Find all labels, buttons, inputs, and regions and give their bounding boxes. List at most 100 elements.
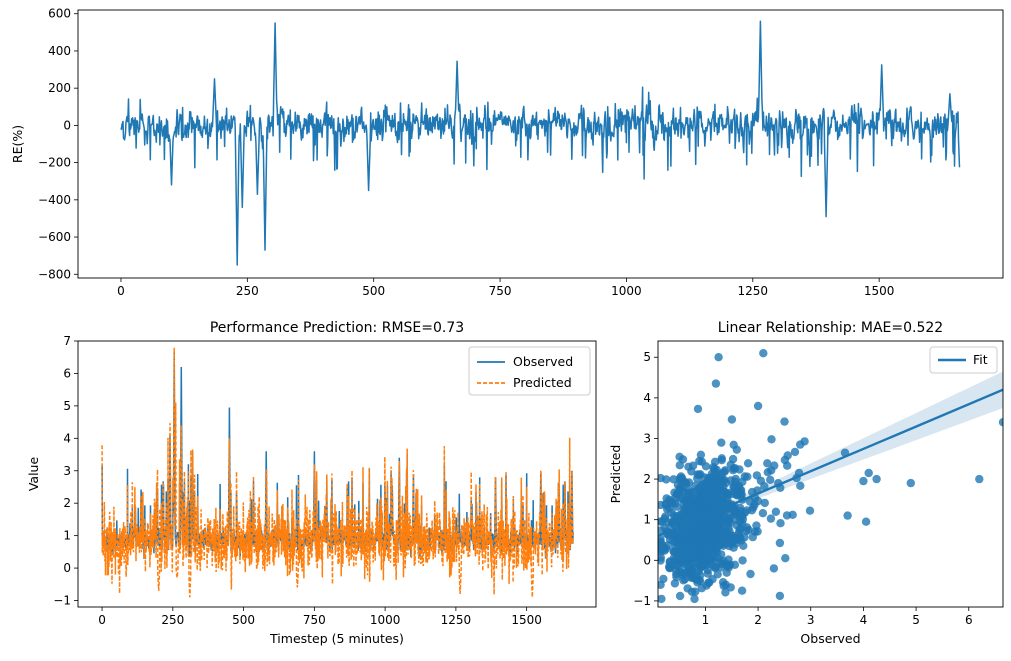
linear-chart-ytick-label: −1 bbox=[633, 594, 651, 608]
scatter-point bbox=[748, 532, 757, 542]
scatter-point bbox=[771, 507, 781, 516]
scatter-point bbox=[672, 570, 681, 579]
scatter-point bbox=[727, 415, 737, 424]
scatter-point bbox=[766, 475, 775, 484]
scatter-point bbox=[697, 584, 706, 593]
re-chart-ytick-label: −200 bbox=[38, 156, 71, 170]
scatter-point bbox=[713, 530, 722, 539]
re-chart-frame bbox=[77, 9, 1004, 279]
scatter-point bbox=[744, 525, 753, 535]
re-chart-ytick-label: 600 bbox=[48, 7, 71, 21]
scatter-point bbox=[694, 484, 703, 493]
scatter-point bbox=[760, 498, 769, 508]
scatter-point bbox=[758, 509, 768, 518]
scatter-point bbox=[658, 556, 665, 565]
linear-chart-xtick-label: 6 bbox=[965, 613, 973, 627]
scatter-point bbox=[711, 379, 721, 388]
scatter-point bbox=[713, 542, 723, 551]
linear-chart-ytick-label: 3 bbox=[643, 431, 651, 445]
performance-chart-xtick-label: 1500 bbox=[511, 613, 542, 627]
scatter-point bbox=[728, 454, 738, 464]
scatter-point bbox=[738, 556, 747, 565]
legend-observed-label: Observed bbox=[513, 354, 573, 369]
scatter-point bbox=[906, 478, 915, 488]
linear-chart-ytick-label: 0 bbox=[643, 553, 651, 567]
re-chart-ytick-label: 0 bbox=[63, 118, 71, 132]
scatter-point bbox=[707, 469, 716, 478]
scatter-point bbox=[776, 519, 785, 528]
scatter-point bbox=[732, 521, 741, 530]
re-chart-xtick-label: 1000 bbox=[611, 284, 642, 298]
scatter-point bbox=[693, 578, 702, 587]
scatter-point bbox=[724, 514, 734, 523]
linear-chart-xtick-label: 4 bbox=[860, 613, 868, 627]
linear-chart: 1 2 3 4 5 6 −1 0 1 2 3 4 5 Linear Relationship: MAE=… bbox=[608, 320, 1004, 646]
performance-chart-ytick-label: 3 bbox=[63, 464, 71, 478]
scatter-point bbox=[680, 496, 690, 505]
performance-chart-xtick-label: 1000 bbox=[370, 613, 401, 627]
scatter-point bbox=[685, 560, 694, 570]
scatter-point bbox=[722, 568, 731, 577]
scatter-point bbox=[796, 440, 805, 449]
linear-chart-ytick-label: 1 bbox=[643, 513, 651, 527]
scatter-point bbox=[714, 353, 723, 362]
scatter-point bbox=[662, 494, 671, 503]
scatter-point bbox=[676, 472, 686, 481]
re-chart-ytick-label: −600 bbox=[38, 230, 71, 244]
performance-chart-frame bbox=[77, 340, 597, 608]
performance-legend: Observed Predicted bbox=[468, 346, 591, 396]
scatter-point bbox=[720, 488, 730, 497]
performance-chart-ytick-label: 4 bbox=[63, 431, 71, 445]
scatter-point bbox=[695, 547, 704, 556]
scatter-point bbox=[702, 534, 712, 544]
scatter-point bbox=[743, 459, 753, 468]
performance-chart-xtick-label: 1250 bbox=[441, 613, 472, 627]
scatter-point bbox=[783, 451, 792, 460]
scatter-point bbox=[781, 554, 790, 563]
scatter-point bbox=[660, 523, 670, 533]
scatter-point bbox=[713, 553, 722, 562]
linear-chart-ylabel: Predicted bbox=[608, 445, 623, 504]
re-chart-xtick-label: 250 bbox=[236, 284, 259, 298]
re-chart-ylabel: RE(%) bbox=[10, 125, 25, 163]
linear-chart-ytick-label: 2 bbox=[643, 472, 651, 486]
scatter-point bbox=[692, 558, 702, 567]
scatter-point bbox=[731, 508, 740, 517]
scatter-point bbox=[783, 461, 792, 470]
legend-fit-label: Fit bbox=[973, 352, 988, 367]
performance-chart-ytick-label: 7 bbox=[63, 334, 71, 348]
scatter-point bbox=[752, 521, 761, 530]
re-chart-ytick-label: 400 bbox=[48, 44, 71, 58]
performance-chart: 0 250 500 750 1000 1250 1500 −1 0 1 2 3 4 5 6 7 Perform… bbox=[26, 320, 597, 646]
scatter-point bbox=[685, 488, 694, 497]
scatter-point bbox=[697, 504, 706, 514]
linear-chart-frame bbox=[657, 340, 1004, 608]
performance-chart-xlabel: Timestep (5 minutes) bbox=[269, 631, 404, 646]
scatter-point bbox=[763, 459, 772, 468]
scatter-point bbox=[675, 591, 685, 601]
performance-chart-ytick-label: 1 bbox=[63, 529, 71, 543]
linear-chart-xtick-label: 5 bbox=[912, 613, 920, 627]
scatter-point bbox=[658, 594, 666, 604]
scatter-point bbox=[709, 561, 719, 571]
scatter-point bbox=[668, 518, 677, 528]
scatter-point bbox=[975, 474, 984, 484]
linear-chart-xtick-label: 1 bbox=[702, 613, 710, 627]
scatter-point bbox=[658, 500, 665, 510]
re-chart-xtick-label: 500 bbox=[362, 284, 385, 298]
scatter-point bbox=[732, 534, 741, 543]
scatter-point bbox=[676, 532, 685, 541]
scatter-point bbox=[680, 554, 690, 564]
fit-line bbox=[658, 388, 1003, 538]
scatter-point bbox=[721, 588, 730, 597]
legend-predicted-label: Predicted bbox=[513, 375, 572, 390]
scatter-point bbox=[769, 564, 779, 573]
performance-chart-ytick-label: 0 bbox=[63, 561, 71, 575]
scatter-point bbox=[717, 454, 726, 463]
linear-legend: Fit bbox=[929, 346, 998, 374]
scatter-point bbox=[742, 506, 752, 515]
scatter-point bbox=[717, 563, 726, 572]
scatter-point bbox=[740, 472, 749, 481]
performance-chart-xtick-label: 750 bbox=[303, 613, 326, 627]
